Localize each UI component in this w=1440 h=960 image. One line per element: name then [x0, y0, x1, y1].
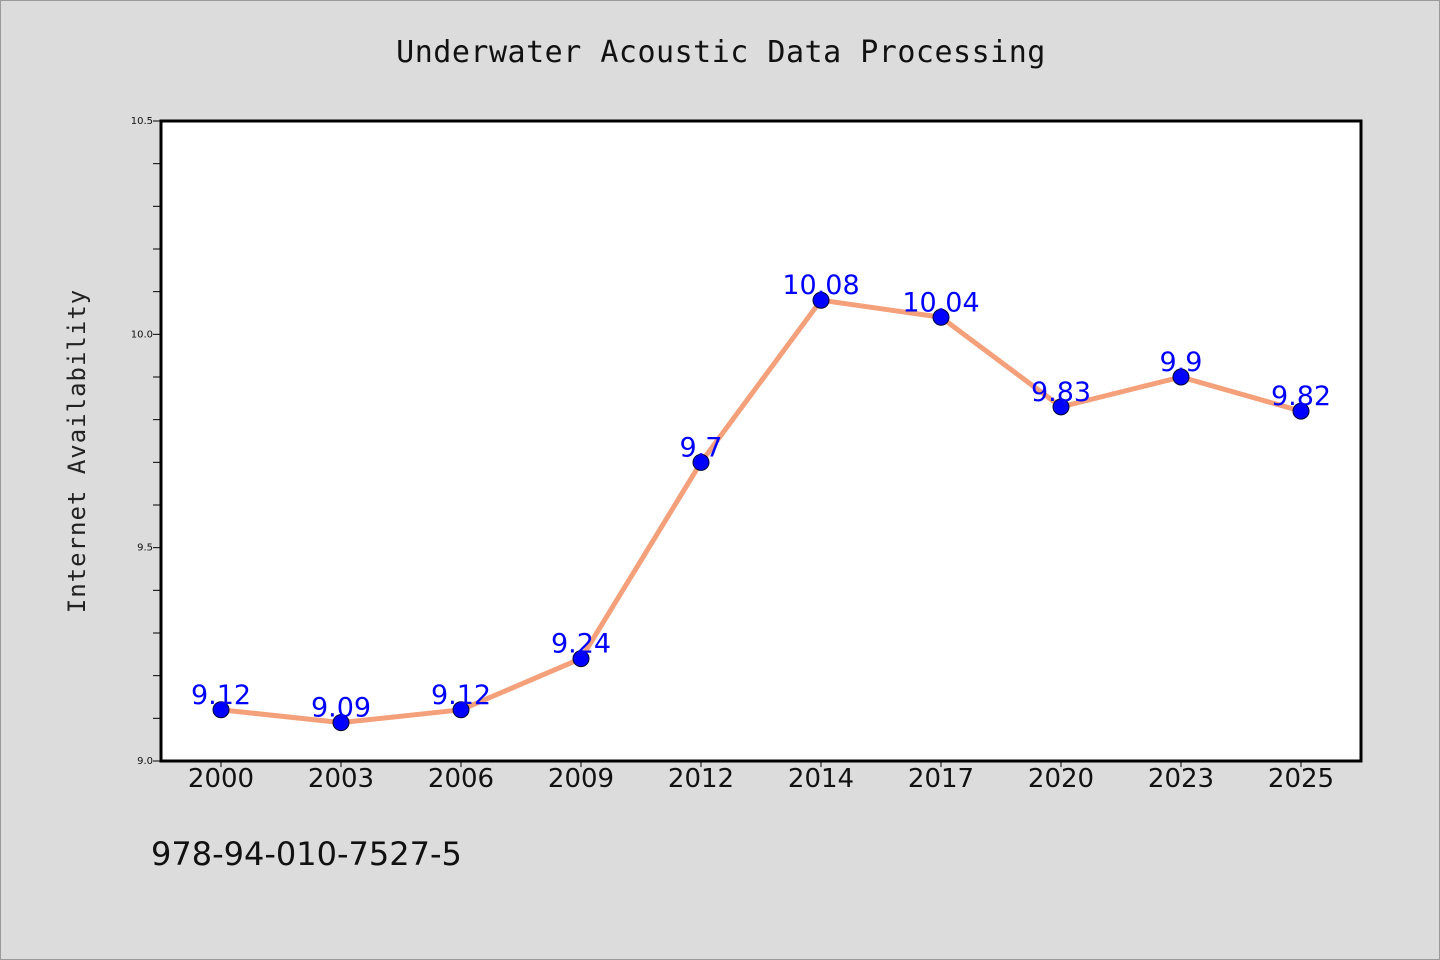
- chart-title: Underwater Acoustic Data Processing: [396, 35, 1046, 70]
- y-tick-label: 10.0: [131, 329, 153, 340]
- data-point: [932, 308, 950, 326]
- data-point: [812, 291, 830, 309]
- x-tick-label: 2023: [1148, 764, 1214, 794]
- data-label: 10.04: [902, 287, 979, 318]
- data-point: [452, 701, 470, 719]
- x-tick-label: 2014: [788, 764, 854, 794]
- data-label: 9.82: [1271, 381, 1331, 412]
- data-point: [1172, 368, 1190, 386]
- x-tick-label: 2006: [428, 764, 494, 794]
- data-point: [1052, 398, 1070, 416]
- x-tick-label: 2020: [1028, 764, 1094, 794]
- series-group: 9.12 9.09 9.12 9.24 9.7 10.08 10.04 9.83 9.9 9.82: [191, 270, 1331, 732]
- x-axis: 2000 2003 2006 2009 2012 2014 2017 2020 2023 2025: [188, 761, 1334, 794]
- x-tick-label: 2025: [1268, 764, 1334, 794]
- y-tick-label: 9.0: [137, 756, 153, 767]
- data-point: [572, 650, 590, 668]
- data-label: 9.12: [191, 680, 251, 711]
- series-line: [218, 297, 1304, 726]
- data-point: [1292, 402, 1310, 420]
- data-point: [212, 701, 230, 719]
- data-label: 9.83: [1031, 377, 1091, 408]
- x-tick-label: 2009: [548, 764, 614, 794]
- x-tick-label: 2012: [668, 764, 734, 794]
- plot-area: [159, 119, 1363, 763]
- data-label: 10.08: [782, 270, 859, 301]
- isbn-text: 978-94-010-7527-5: [151, 835, 462, 873]
- y-tick-label: 9.5: [137, 543, 153, 554]
- data-label: 9.9: [1160, 347, 1203, 378]
- y-tick-label: 10.5: [131, 116, 153, 127]
- data-point: [692, 453, 710, 471]
- data-label: 9.24: [551, 629, 611, 660]
- data-label: 9.7: [680, 432, 723, 463]
- x-tick-label: 2003: [308, 764, 374, 794]
- x-tick-label: 2017: [908, 764, 974, 794]
- y-axis: 9.0 9.5 10.0 10.5: [131, 116, 161, 767]
- x-tick-label: 2000: [188, 764, 254, 794]
- data-label: 9.09: [311, 693, 371, 724]
- data-label: 9.12: [431, 680, 491, 711]
- data-point: [332, 714, 350, 732]
